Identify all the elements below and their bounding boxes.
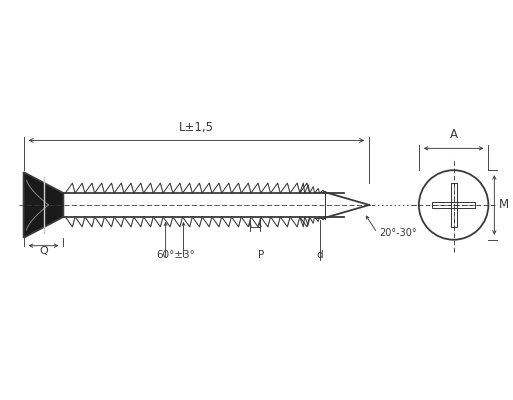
Polygon shape [200,217,202,227]
Polygon shape [82,183,85,193]
Polygon shape [209,183,212,193]
Polygon shape [190,183,192,193]
Polygon shape [248,217,251,227]
Polygon shape [297,183,300,193]
Text: M: M [499,198,509,212]
Polygon shape [141,217,144,227]
Polygon shape [219,217,222,227]
Polygon shape [180,183,183,193]
Polygon shape [180,217,183,227]
Polygon shape [229,183,231,193]
Polygon shape [92,217,95,227]
Polygon shape [150,183,153,193]
Polygon shape [161,217,163,227]
Polygon shape [141,183,144,193]
Text: 60°±3°: 60°±3° [156,250,195,260]
Polygon shape [248,183,251,193]
Polygon shape [92,183,95,193]
Polygon shape [111,217,114,227]
Text: A: A [449,128,458,142]
Polygon shape [200,183,202,193]
Polygon shape [239,217,241,227]
Polygon shape [307,217,310,227]
Polygon shape [170,183,173,193]
Polygon shape [278,217,280,227]
Polygon shape [170,217,173,227]
Polygon shape [121,217,124,227]
Polygon shape [82,217,85,227]
Text: Q: Q [39,246,48,256]
Polygon shape [268,183,270,193]
Polygon shape [258,183,261,193]
Polygon shape [287,217,290,227]
Polygon shape [111,183,114,193]
Text: 20°-30°: 20°-30° [379,228,417,238]
Polygon shape [239,183,241,193]
Polygon shape [131,183,134,193]
Polygon shape [287,183,290,193]
Polygon shape [72,183,75,193]
Polygon shape [131,217,134,227]
Polygon shape [258,217,261,227]
Polygon shape [219,183,222,193]
Polygon shape [161,183,163,193]
Polygon shape [102,183,105,193]
Polygon shape [150,217,153,227]
Polygon shape [268,217,270,227]
Polygon shape [229,217,231,227]
Polygon shape [24,172,63,238]
Polygon shape [278,183,280,193]
Text: d: d [316,250,323,260]
Text: L±1,5: L±1,5 [179,122,214,134]
Polygon shape [307,183,310,193]
Polygon shape [209,217,212,227]
Polygon shape [297,217,300,227]
Polygon shape [190,217,192,227]
Polygon shape [72,217,75,227]
Text: P: P [258,250,264,260]
Polygon shape [121,183,124,193]
Polygon shape [102,217,105,227]
